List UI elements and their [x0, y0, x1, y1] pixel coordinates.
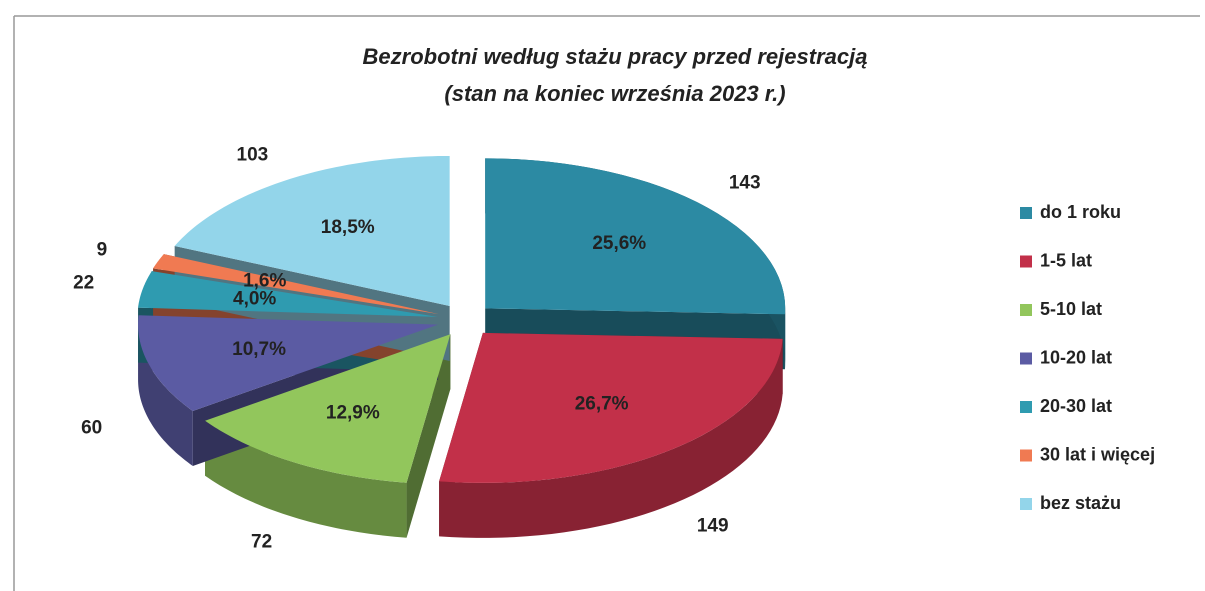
percent-label: 26,7% — [575, 394, 629, 415]
percent-label: 10,7% — [232, 339, 286, 360]
value-label: 103 — [237, 144, 269, 165]
legend-label: 30 lat i więcej — [1040, 444, 1155, 464]
legend-label: 20-30 lat — [1040, 396, 1112, 416]
chart-title: Bezrobotni według stażu pracy przed reje… — [363, 44, 868, 69]
percent-label: 4,0% — [233, 289, 276, 310]
percent-label: 25,6% — [592, 233, 646, 254]
percent-label: 1,6% — [243, 270, 286, 291]
legend-swatch — [1020, 304, 1032, 316]
value-label: 72 — [251, 532, 272, 553]
legend-label: bez stażu — [1040, 493, 1121, 513]
chart-subtitle: (stan na koniec września 2023 r.) — [444, 81, 785, 106]
slice-side — [205, 420, 407, 538]
value-label: 60 — [81, 418, 102, 439]
slice — [138, 271, 438, 317]
value-label: 22 — [73, 273, 94, 294]
legend-swatch — [1020, 449, 1032, 462]
legend-swatch — [1020, 255, 1032, 268]
legend-swatch — [1020, 498, 1032, 510]
legend-label: 1-5 lat — [1040, 250, 1092, 270]
slice — [439, 332, 783, 483]
slice — [205, 334, 451, 483]
legend-swatch — [1020, 352, 1032, 365]
percent-label: 18,5% — [321, 217, 375, 238]
value-label: 9 — [97, 240, 108, 261]
slice-side — [439, 338, 783, 538]
legend-label: 5-10 lat — [1040, 299, 1102, 319]
value-label: 143 — [729, 173, 761, 194]
legend-label: do 1 roku — [1040, 202, 1121, 222]
value-label: 149 — [697, 515, 729, 536]
legend-swatch — [1020, 207, 1032, 219]
slice — [153, 254, 439, 315]
slice-side — [138, 324, 193, 466]
slice — [138, 315, 439, 411]
slice — [485, 158, 786, 315]
legend-swatch — [1020, 401, 1032, 413]
slice — [174, 155, 450, 306]
percent-label: 12,9% — [326, 403, 380, 424]
legend-label: 10-20 lat — [1040, 347, 1112, 367]
